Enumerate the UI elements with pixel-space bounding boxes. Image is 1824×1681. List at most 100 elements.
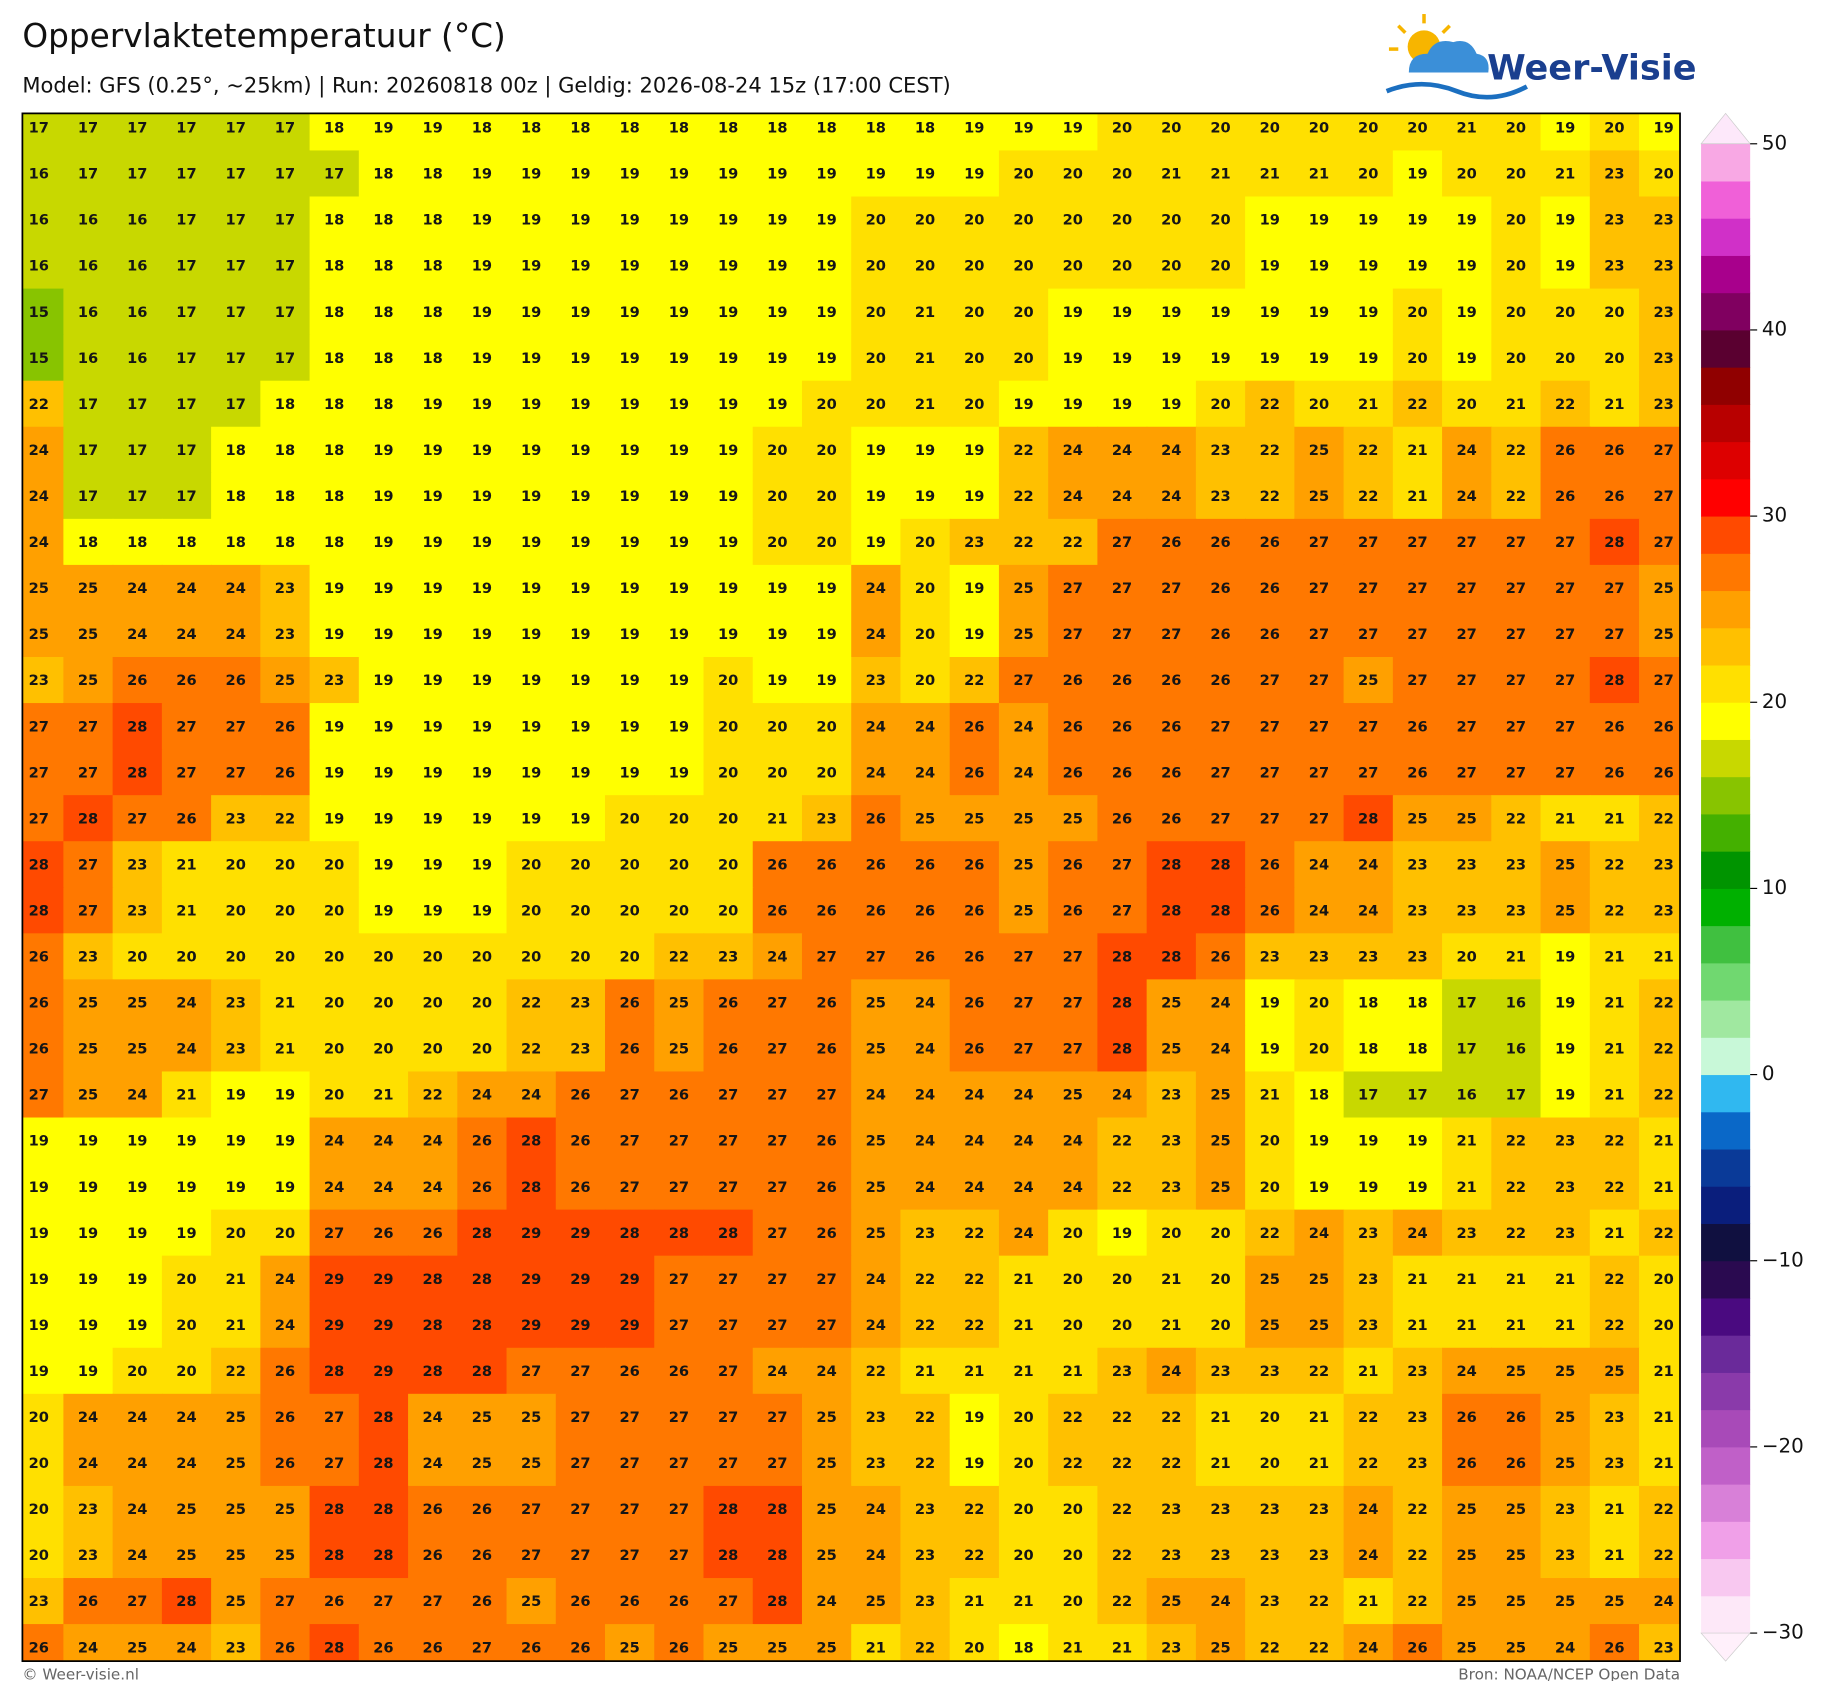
temperature-cell [1245,1025,1296,1073]
temperature-label: 26 [1161,718,1181,735]
temperature-label: 27 [1309,810,1329,827]
temperature-label: 27 [29,764,49,781]
temperature-cell [900,1117,951,1165]
temperature-label: 19 [324,626,344,643]
temperature-label: 21 [275,1041,295,1058]
temperature-cell [408,1163,459,1211]
temperature-cell [949,334,1000,382]
temperature-cell [309,288,360,336]
temperature-label: 26 [964,949,984,966]
temperature-cell [851,1347,902,1395]
temperature-label: 26 [127,672,147,689]
temperature-cell [161,703,212,750]
temperature-label: 27 [619,1501,639,1518]
temperature-label: 28 [767,1501,787,1518]
temperature-label: 22 [1112,1593,1132,1610]
temperature-label: 19 [669,672,689,689]
temperature-cell [506,334,557,382]
temperature-cell [1048,334,1099,382]
map-frame [21,112,1681,1663]
temperature-cell [22,841,65,888]
logo-text: Weer-Visie [1487,47,1696,88]
temperature-cell [309,426,360,474]
temperature-cell [1245,1531,1296,1579]
temperature-cell [161,887,212,935]
footer-left: © Weer-visie.nl [22,1666,139,1681]
temperature-label: 26 [570,1133,590,1150]
temperature-cell [1245,288,1296,336]
temperature-label: 24 [866,1547,886,1564]
temperature-cell [161,979,212,1027]
colorbar-bin [1701,1409,1751,1448]
temperature-label: 24 [1210,995,1230,1012]
temperature-cell [998,1255,1049,1303]
temperature-label: 18 [373,212,393,229]
temperature-label: 26 [1260,534,1280,551]
temperature-label: 19 [767,672,787,689]
temperature-cell [457,841,508,888]
temperature-label: 23 [1457,856,1477,873]
temperature-label: 17 [176,212,196,229]
colorbar-bin [1701,553,1751,592]
temperature-label: 23 [1653,1639,1673,1656]
temperature-label: 27 [619,1087,639,1104]
temperature-label: 21 [1457,120,1477,137]
temperature-label: 17 [78,396,98,413]
temperature-label: 19 [1457,350,1477,367]
temperature-cell [1639,1255,1681,1303]
temperature-cell [506,1025,557,1073]
temperature-label: 22 [1260,488,1280,505]
temperature-cell [161,1531,212,1579]
temperature-cell [1343,196,1394,244]
temperature-cell [1442,1624,1493,1662]
temperature-cell [1540,1531,1591,1579]
temperature-label: 22 [1112,1179,1132,1196]
temperature-label: 19 [521,166,541,183]
temperature-cell [555,1117,606,1165]
temperature-label: 23 [1407,902,1427,919]
temperature-cell [358,242,409,290]
temperature-cell [998,610,1049,658]
temperature-label: 19 [619,396,639,413]
temperature-label: 25 [1457,1593,1477,1610]
temperature-cell [1392,1117,1443,1165]
temperature-cell [605,1163,655,1211]
temperature-label: 27 [1407,580,1427,597]
temperature-label: 21 [1013,1317,1033,1334]
temperature-label: 19 [570,488,590,505]
temperature-label: 19 [423,856,443,873]
temperature-cell [752,564,803,612]
temperature-label: 24 [866,1271,886,1288]
temperature-label: 19 [619,442,639,459]
temperature-label: 20 [1013,1501,1033,1518]
temperature-label: 28 [1161,856,1181,873]
temperature-cell [260,518,311,566]
temperature-cell [1097,887,1148,935]
temperature-cell [161,1255,212,1303]
temperature-cell [555,749,606,796]
temperature-cell [1639,113,1681,152]
temperature-cell [1048,1624,1099,1662]
temperature-cell [309,749,360,796]
temperature-cell [161,933,212,981]
temperature-cell [1245,1439,1296,1487]
temperature-label: 22 [1063,1409,1083,1426]
temperature-label: 27 [669,1271,689,1288]
temperature-label: 20 [1506,258,1526,275]
temperature-label: 20 [1457,166,1477,183]
temperature-label: 25 [816,1547,836,1564]
temperature-label: 23 [1506,856,1526,873]
temperature-cell [112,1025,163,1073]
temperature-label: 26 [423,1225,443,1242]
temperature-cell [161,610,212,658]
temperature-cell [851,1531,902,1579]
temperature-label: 27 [1112,580,1132,597]
temperature-cell [654,242,705,290]
temperature-label: 25 [669,995,689,1012]
temperature-cell [506,795,557,842]
temperature-cell [112,242,163,290]
colorbar-bin [1701,218,1751,256]
temperature-cell [260,1025,311,1073]
temperature-label: 26 [619,1363,639,1380]
temperature-cell [752,518,803,566]
